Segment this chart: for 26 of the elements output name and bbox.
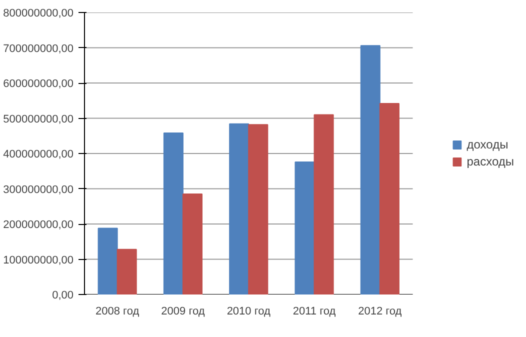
bar xyxy=(248,124,268,294)
x-tick-label: 2009 год xyxy=(161,306,206,318)
x-tick-label: 2008 год xyxy=(96,306,140,318)
bar xyxy=(182,194,203,294)
legend-label: расходы xyxy=(466,154,514,168)
x-tick-label: 2010 год xyxy=(226,306,271,318)
bar xyxy=(229,123,250,294)
y-tick-label: 800000000,00 xyxy=(3,8,74,20)
bar xyxy=(379,102,400,294)
bar xyxy=(116,248,137,294)
bar xyxy=(314,114,334,294)
bar xyxy=(360,45,380,294)
y-tick-label: 500000000,00 xyxy=(3,113,74,126)
bar xyxy=(163,132,184,294)
bar xyxy=(98,228,118,294)
x-tick-label: 2012 год xyxy=(358,306,402,318)
y-tick-label: 200000000,00 xyxy=(3,219,74,231)
y-tick-label: 700000000,00 xyxy=(3,42,74,55)
y-tick-label: 100000000,00 xyxy=(3,254,74,266)
x-tick-label: 2011 год xyxy=(292,306,336,318)
y-tick-label: 0,00 xyxy=(52,290,74,302)
bar xyxy=(294,161,315,294)
legend-label: доходы xyxy=(466,138,508,152)
y-tick-label: 300000000,00 xyxy=(3,184,74,196)
y-tick-label: 600000000,00 xyxy=(3,78,74,90)
y-tick-label: 400000000,00 xyxy=(3,148,74,160)
